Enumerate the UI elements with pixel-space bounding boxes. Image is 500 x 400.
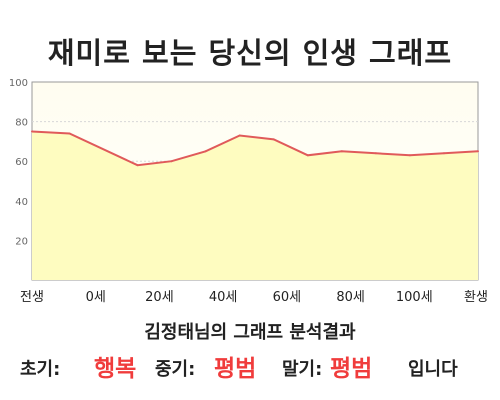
- x-tick-label: 20세: [145, 290, 174, 305]
- y-tick-label: 100: [9, 78, 28, 89]
- data-point: [306, 154, 309, 157]
- late-value: 평범: [330, 356, 373, 382]
- data-point: [272, 138, 275, 141]
- data-point: [204, 150, 207, 153]
- mid-value: 평범: [214, 356, 257, 382]
- data-point: [68, 132, 71, 135]
- x-tick-label: 80세: [336, 290, 365, 305]
- late-label: 말기:: [282, 359, 323, 380]
- data-point: [340, 150, 343, 153]
- data-point: [136, 164, 139, 167]
- area-fill: [32, 131, 478, 280]
- x-tick-label: 전생: [20, 290, 44, 305]
- x-tick-label: 40세: [209, 290, 238, 305]
- y-tick-label: 60: [15, 157, 28, 168]
- mid-label: 중기:: [155, 359, 196, 380]
- data-point: [408, 154, 411, 157]
- x-tick-label: 환생: [464, 290, 488, 305]
- y-axis-ticks: 20 40 60 80 100: [9, 78, 28, 247]
- result-title: 김정태님의 그래프 분석결과: [144, 322, 356, 343]
- data-point: [31, 130, 33, 133]
- data-point: [442, 152, 445, 155]
- data-point: [374, 152, 377, 155]
- x-axis-ticks: 전생 0세 20세 40세 60세 80세 100세 환생: [20, 290, 488, 305]
- x-tick-label: 0세: [86, 290, 106, 305]
- y-tick-label: 80: [15, 118, 28, 129]
- data-point: [170, 160, 173, 163]
- x-tick-label: 60세: [273, 290, 302, 305]
- result-summary: 초기: 행복 중기: 평범 말기: 평범 입니다: [0, 346, 500, 382]
- y-tick-label: 40: [15, 197, 28, 208]
- data-point: [477, 150, 479, 153]
- x-tick-label: 100세: [396, 290, 433, 305]
- summary-suffix: 입니다: [408, 359, 458, 380]
- y-tick-label: 20: [15, 236, 28, 247]
- chart-title: 재미로 보는 당신의 인생 그래프: [47, 36, 453, 70]
- early-value: 행복: [94, 356, 137, 382]
- early-label: 초기:: [20, 359, 61, 380]
- data-point: [238, 134, 241, 137]
